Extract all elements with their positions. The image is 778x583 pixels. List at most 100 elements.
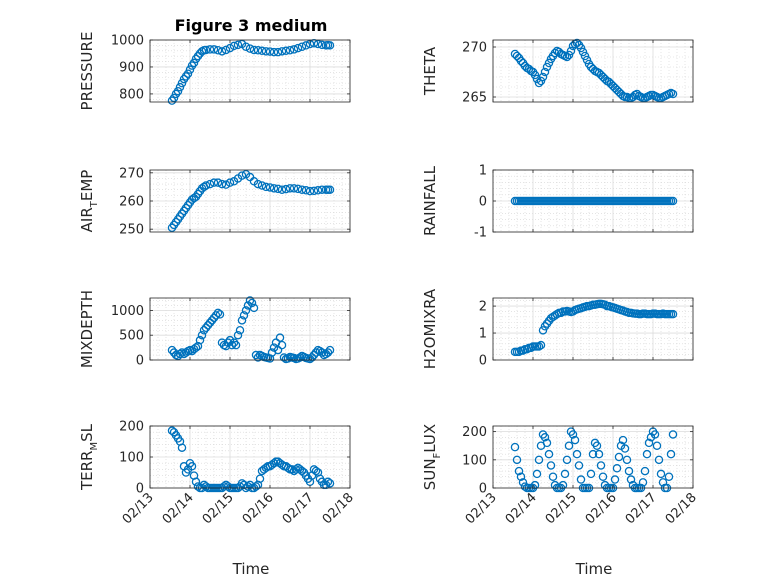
data-point <box>217 47 227 56</box>
y-tick-label: 800 <box>119 87 144 102</box>
data-point <box>289 45 299 54</box>
data-point <box>229 41 239 51</box>
data-point <box>550 48 560 58</box>
data-point <box>325 479 335 488</box>
data-point <box>624 466 634 476</box>
data-point <box>650 430 660 439</box>
y-tick-label: 1 <box>479 327 487 342</box>
data-point <box>209 45 219 54</box>
data-point <box>546 461 556 470</box>
data-point <box>626 475 636 484</box>
x-tick-label: 02/16 <box>583 490 620 527</box>
subplot-4: -1 0 1 RAINFALL <box>421 164 694 241</box>
y-tick-label: 265 <box>462 91 487 106</box>
data-point <box>562 52 572 62</box>
figure-title: Figure 3 medium <box>175 16 328 35</box>
y-tick-label: 1 <box>479 164 487 179</box>
data-point <box>279 353 289 362</box>
y-tick-label: 0 <box>479 354 487 369</box>
data-point <box>221 45 231 55</box>
axes-frame <box>492 297 694 361</box>
data-point <box>564 441 574 450</box>
data-point <box>251 482 261 491</box>
data-point <box>526 343 536 353</box>
data-point <box>293 184 303 194</box>
data-point <box>235 325 245 335</box>
y-axis-label-part: THETA <box>421 46 439 96</box>
data-point <box>311 348 321 357</box>
data-point <box>516 472 526 481</box>
data-point <box>229 338 239 347</box>
data-point <box>592 441 602 450</box>
data-point <box>313 186 323 195</box>
y-axis-label: MIXDEPTH <box>78 290 96 368</box>
data-point <box>245 296 255 305</box>
data-point <box>221 180 231 189</box>
y-axis-label: AIRTEMP <box>78 170 100 233</box>
data-point <box>544 58 554 68</box>
y-tick-label: 2 <box>479 300 487 315</box>
data-point <box>253 353 263 362</box>
x-tick-label: 02/18 <box>663 490 700 527</box>
data-point <box>323 477 333 487</box>
data-point <box>213 308 223 318</box>
y-tick-label: 270 <box>462 41 487 56</box>
data-point <box>620 444 630 453</box>
y-axis-label-part: LUX <box>421 424 439 453</box>
data-point <box>652 441 662 450</box>
data-point <box>261 182 271 192</box>
data-point <box>243 482 253 491</box>
y-axis-label-part: F <box>432 452 443 458</box>
data-point <box>556 308 566 318</box>
x-tick-label: 02/14 <box>503 490 540 527</box>
data-point <box>281 184 291 194</box>
y-tick-label: 100 <box>462 453 487 468</box>
y-tick-label: 1000 <box>111 34 144 49</box>
y-tick-label: 1000 <box>111 304 144 319</box>
data-point <box>219 482 229 491</box>
data-point <box>273 47 283 57</box>
data-point <box>311 466 321 476</box>
data-point <box>666 449 676 459</box>
y-tick-label: 0 <box>136 482 144 497</box>
data-point <box>654 455 664 465</box>
data-point <box>201 181 211 190</box>
data-point <box>205 179 215 189</box>
x-axis-label-right: Time <box>575 560 613 578</box>
data-point <box>325 185 335 194</box>
data-point <box>265 354 275 363</box>
data-point <box>269 47 279 57</box>
data-point <box>231 340 241 350</box>
data-point <box>209 178 219 187</box>
y-axis-label-part: PRESSURE <box>78 32 96 111</box>
y-tick-label: -1 <box>474 226 487 241</box>
data-point <box>213 45 223 55</box>
data-point <box>638 478 648 487</box>
data-point <box>277 340 287 350</box>
data-point <box>257 46 267 56</box>
data-point <box>538 72 548 82</box>
data-point <box>570 435 580 445</box>
data-point <box>574 461 584 470</box>
subplot-6: 0 1 2 H2OMIXRA <box>421 288 694 369</box>
data-point <box>668 89 678 99</box>
data-point <box>562 455 572 465</box>
x-tick-label: 02/17 <box>280 490 317 527</box>
data-point <box>598 472 608 481</box>
y-axis-label-part: TERR <box>78 451 96 492</box>
data-point <box>283 354 293 363</box>
y-axis-label: H2OMIXRA <box>421 288 439 369</box>
data-point <box>325 345 335 355</box>
data-point <box>169 93 179 103</box>
data-point <box>317 185 327 194</box>
data-point <box>211 311 221 320</box>
x-tick-label: 02/16 <box>240 490 277 527</box>
data-point <box>538 326 548 335</box>
data-point <box>544 449 554 459</box>
data-point <box>618 435 628 445</box>
data-point <box>249 45 259 55</box>
data-point <box>215 310 225 319</box>
